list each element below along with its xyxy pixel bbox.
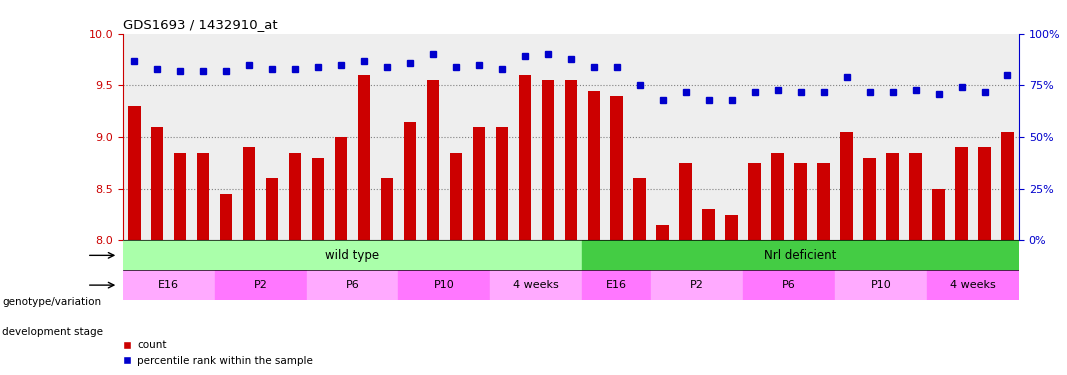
Bar (357, 75, 370, 240)
Bar (123, 240, 583, 270)
Bar (542, 80, 554, 240)
Bar (266, 178, 278, 240)
Bar (955, 147, 968, 240)
Bar (744, 270, 835, 300)
Text: 4 weeks: 4 weeks (950, 280, 996, 290)
Bar (403, 122, 416, 240)
Bar (933, 189, 945, 240)
Bar (588, 91, 600, 240)
Bar (398, 270, 491, 300)
Bar (243, 147, 255, 240)
Text: P10: P10 (434, 280, 455, 290)
Bar (863, 158, 876, 240)
Bar (174, 153, 187, 240)
Bar (651, 270, 744, 300)
Bar (680, 163, 692, 240)
Bar (473, 127, 485, 240)
Bar (196, 153, 209, 240)
Bar (150, 127, 163, 240)
Bar (495, 127, 508, 240)
Text: E16: E16 (158, 280, 179, 290)
Bar (794, 163, 807, 240)
Text: P6: P6 (346, 280, 360, 290)
Bar (771, 153, 784, 240)
Text: P10: P10 (871, 280, 891, 290)
Bar (583, 240, 1019, 270)
Bar (214, 270, 306, 300)
Bar (289, 153, 301, 240)
Bar (634, 178, 647, 240)
Bar (1001, 132, 1014, 240)
Bar (927, 270, 1019, 300)
Bar (726, 214, 738, 240)
Bar (817, 163, 830, 240)
Bar (610, 96, 623, 240)
Text: E16: E16 (606, 280, 627, 290)
Bar (564, 80, 577, 240)
Bar (449, 153, 462, 240)
Bar (427, 80, 440, 240)
Text: GDS1693 / 1432910_at: GDS1693 / 1432910_at (123, 18, 277, 31)
Text: Nrl deficient: Nrl deficient (764, 249, 837, 262)
Bar (220, 194, 233, 240)
Bar (835, 270, 927, 300)
Bar (841, 132, 853, 240)
Text: wild type: wild type (325, 249, 380, 262)
Bar (123, 270, 214, 300)
Bar (335, 137, 348, 240)
Bar (128, 106, 141, 240)
Text: 4 weeks: 4 weeks (513, 280, 559, 290)
Bar (583, 270, 651, 300)
Text: genotype/variation: genotype/variation (2, 297, 101, 307)
Legend: count, percentile rank within the sample: count, percentile rank within the sample (117, 336, 317, 370)
Bar (491, 270, 583, 300)
Text: P2: P2 (690, 280, 704, 290)
Text: development stage: development stage (2, 327, 103, 337)
Bar (909, 153, 922, 240)
Bar (656, 225, 669, 240)
Bar (519, 75, 531, 240)
Text: P6: P6 (782, 280, 796, 290)
Bar (978, 147, 991, 240)
Bar (748, 163, 761, 240)
Bar (702, 210, 715, 240)
Bar (381, 178, 394, 240)
Bar (312, 158, 324, 240)
Bar (306, 270, 398, 300)
Text: P2: P2 (254, 280, 268, 290)
Bar (887, 153, 898, 240)
